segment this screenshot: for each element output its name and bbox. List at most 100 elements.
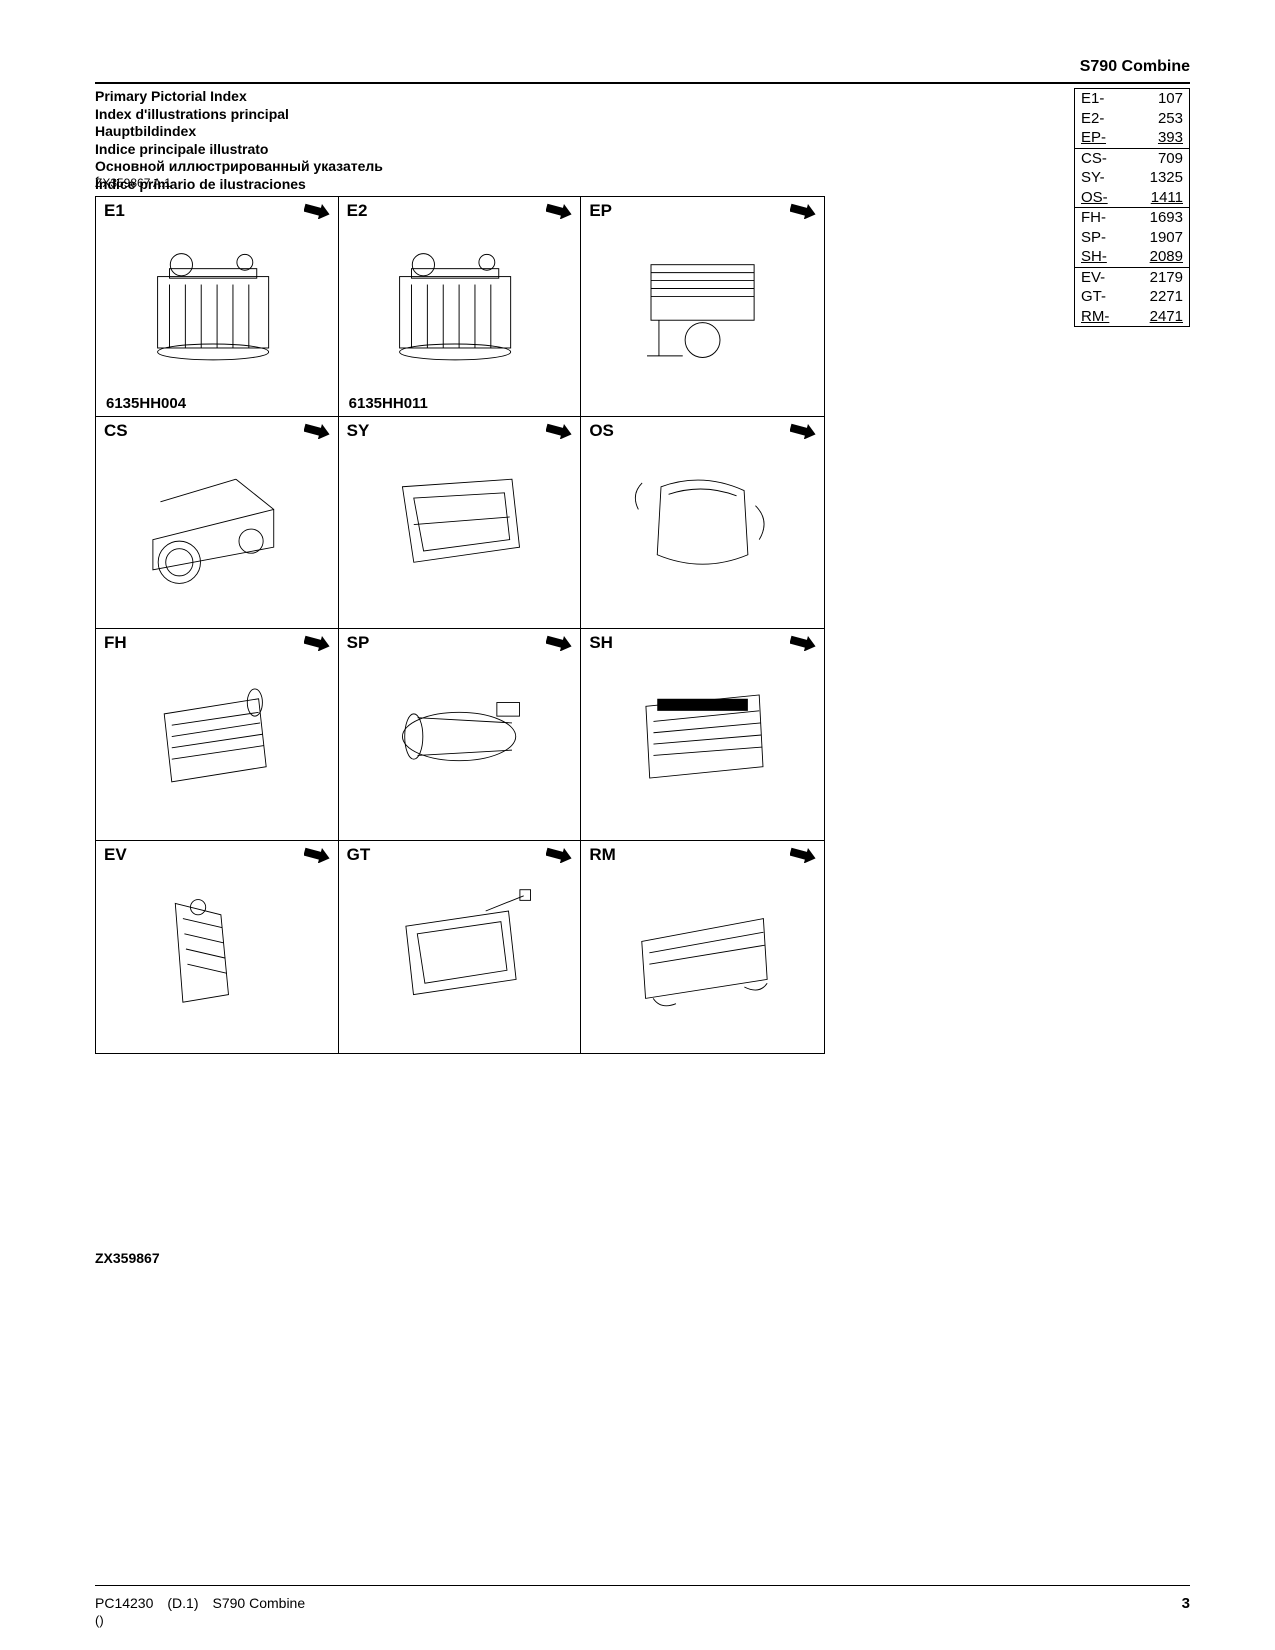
goto-arrow-icon (790, 203, 816, 219)
cell-code: OS (589, 421, 614, 441)
index-row[interactable]: RM- 2471 (1075, 307, 1189, 327)
goto-arrow-icon (546, 423, 572, 439)
cell-code: E2 (347, 201, 368, 221)
header-product: S790 Combine (1080, 58, 1190, 76)
header-rule (95, 82, 1190, 84)
pictorial-cell-ev[interactable]: EV (96, 841, 339, 1053)
index-code: SH- (1081, 247, 1119, 267)
index-row[interactable]: E2- 253 (1075, 109, 1189, 129)
page-index-box: E1- 107 E2- 253 EP- 393 CS- 709 SY- 1325 OS- 1411FH… (1074, 88, 1190, 327)
index-code: RM- (1081, 307, 1119, 327)
index-page: 107 (1137, 89, 1183, 109)
goto-arrow-icon (546, 847, 572, 863)
index-page: 2089 (1137, 247, 1183, 267)
index-row[interactable]: E1- 107 (1075, 89, 1189, 109)
pictorial-cell-gt[interactable]: GT (339, 841, 582, 1053)
cell-code: CS (104, 421, 128, 441)
pictorial-grid: E1 6135HH004 E2 (95, 196, 825, 1054)
pictorial-cell-sp[interactable]: SP (339, 629, 582, 841)
cell-subtitle: 6135HH011 (349, 395, 428, 412)
cell-code: GT (347, 845, 371, 865)
part-illustration (108, 229, 326, 388)
pictorial-cell-os[interactable]: OS (581, 417, 824, 629)
part-illustration (108, 873, 326, 1025)
index-code: E2- (1081, 109, 1119, 129)
goto-arrow-icon (790, 847, 816, 863)
part-illustration (593, 229, 812, 388)
index-code: SP- (1081, 228, 1119, 248)
index-code: CS- (1081, 149, 1119, 169)
bottom-reference: ZX359867 (95, 1250, 160, 1266)
index-page: 1693 (1137, 208, 1183, 228)
part-illustration (593, 449, 812, 600)
pictorial-cell-e1[interactable]: E1 6135HH004 (96, 197, 339, 417)
pictorial-cell-ep[interactable]: EP (581, 197, 824, 417)
index-page: 2179 (1137, 268, 1183, 288)
cell-code: EV (104, 845, 127, 865)
index-row[interactable]: FH-1693 (1075, 208, 1189, 228)
cell-code: SP (347, 633, 370, 653)
index-page: 1411 (1137, 188, 1183, 208)
title-ru: Основной иллюстрированный указатель (95, 158, 383, 176)
index-code: E1- (1081, 89, 1119, 109)
index-row[interactable]: SP- 1907 (1075, 228, 1189, 248)
index-code: OS- (1081, 188, 1119, 208)
index-group: EV- 2179 GT- 2271 RM- 2471 (1075, 268, 1189, 327)
pictorial-cell-sh[interactable]: SH (581, 629, 824, 841)
title-en: Primary Pictorial Index (95, 88, 383, 106)
goto-arrow-icon (546, 635, 572, 651)
part-illustration (593, 873, 812, 1025)
page: S790 Combine Primary Pictorial Index Ind… (0, 0, 1275, 1650)
index-row[interactable]: SY- 1325 (1075, 168, 1189, 188)
pictorial-cell-rm[interactable]: RM (581, 841, 824, 1053)
cell-code: EP (589, 201, 612, 221)
index-page: 1325 (1137, 168, 1183, 188)
title-de: Hauptbildindex (95, 123, 383, 141)
pictorial-cell-fh[interactable]: FH (96, 629, 339, 841)
part-illustration (350, 229, 568, 388)
title-it: Indice principale illustrato (95, 141, 383, 159)
goto-arrow-icon (304, 847, 330, 863)
title-fr: Index d'illustrations principal (95, 106, 383, 124)
part-illustration (350, 873, 568, 1025)
goto-arrow-icon (304, 635, 330, 651)
reference-code: ZX359867 A.1 (95, 176, 171, 190)
part-illustration (350, 661, 568, 812)
index-code: SY- (1081, 168, 1119, 188)
pictorial-cell-cs[interactable]: CS (96, 417, 339, 629)
index-code: GT- (1081, 287, 1119, 307)
index-code: EP- (1081, 128, 1119, 148)
index-group: FH-1693SP- 1907 SH- 2089 (1075, 208, 1189, 268)
goto-arrow-icon (546, 203, 572, 219)
index-page: 253 (1137, 109, 1183, 129)
footer-doc: PC14230 (95, 1595, 153, 1612)
footer-rule (95, 1585, 1190, 1586)
cell-code: SH (589, 633, 613, 653)
footer-sub: () (95, 1613, 104, 1628)
footer: PC14230 (D.1) S790 Combine 3 (95, 1595, 1190, 1612)
footer-page-number: 3 (1182, 1595, 1190, 1612)
cell-subtitle: 6135HH004 (106, 395, 186, 412)
pictorial-cell-sy[interactable]: SY (339, 417, 582, 629)
cell-code: E1 (104, 201, 125, 221)
index-row[interactable]: OS- 1411 (1075, 188, 1189, 208)
index-row[interactable]: GT- 2271 (1075, 287, 1189, 307)
index-page: 1907 (1137, 228, 1183, 248)
footer-rev: (D.1) (167, 1595, 198, 1612)
goto-arrow-icon (790, 423, 816, 439)
part-illustration (350, 449, 568, 600)
index-row[interactable]: EV- 2179 (1075, 268, 1189, 288)
index-page: 393 (1137, 128, 1183, 148)
index-row[interactable]: EP- 393 (1075, 128, 1189, 148)
index-page: 2271 (1137, 287, 1183, 307)
index-page: 2471 (1137, 307, 1183, 327)
index-code: EV- (1081, 268, 1119, 288)
footer-model: S790 Combine (213, 1595, 306, 1612)
pictorial-cell-e2[interactable]: E2 6135HH011 (339, 197, 582, 417)
index-page: 709 (1137, 149, 1183, 169)
cell-code: FH (104, 633, 127, 653)
index-row[interactable]: SH- 2089 (1075, 247, 1189, 267)
part-illustration (108, 449, 326, 600)
index-row[interactable]: CS- 709 (1075, 149, 1189, 169)
goto-arrow-icon (304, 423, 330, 439)
